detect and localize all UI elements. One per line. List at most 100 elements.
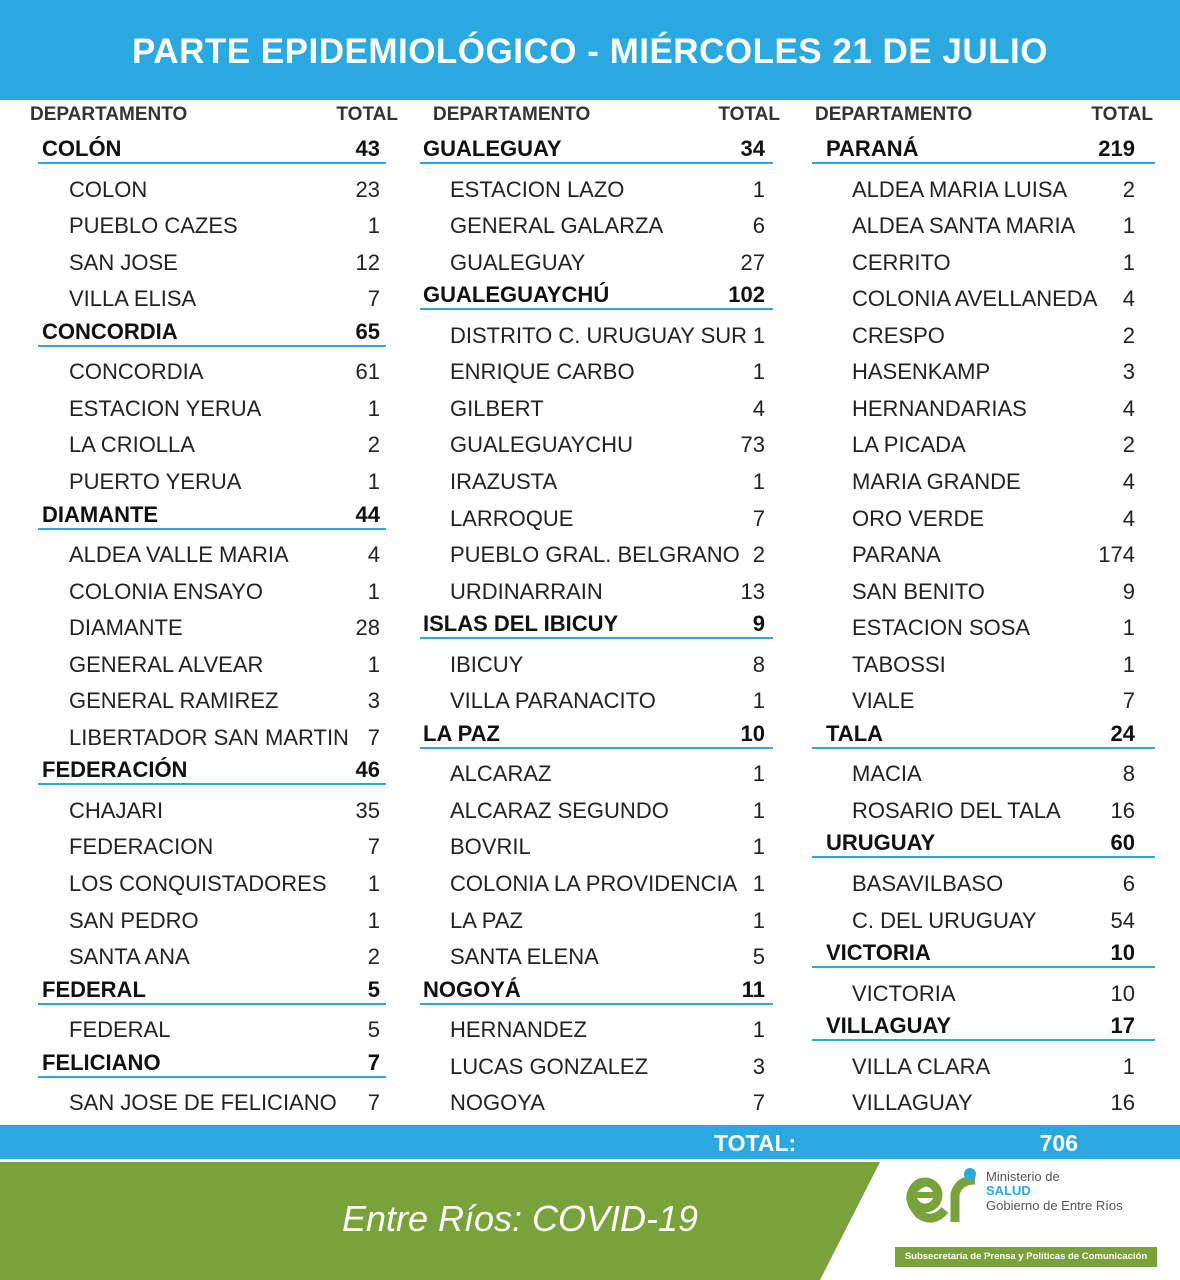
locality-name: LIBERTADOR SAN MARTIN	[69, 724, 349, 750]
department-rule	[812, 162, 1155, 164]
locality-value: 10	[1110, 980, 1135, 1006]
locality-value: 16	[1110, 1090, 1135, 1116]
department-rule	[38, 1002, 386, 1005]
department-rule	[812, 746, 1155, 749]
department-rule	[38, 344, 386, 347]
locality-value: 3	[367, 688, 380, 714]
locality-value: 8	[1122, 761, 1135, 787]
locality-value: 23	[355, 176, 380, 202]
locality-value: 1	[1122, 249, 1135, 275]
locality-name: GUALEGUAY	[450, 249, 586, 275]
locality-value: 8	[752, 651, 765, 677]
tagline: Entre Ríos: COVID-19	[341, 1198, 699, 1239]
locality-name: GUALEGUAYCHU	[450, 432, 633, 458]
department-name: CONCORDIA	[42, 318, 178, 344]
locality-value: 1	[1122, 615, 1135, 641]
locality-name: GILBERT	[450, 395, 544, 421]
locality-name: LA PAZ	[450, 907, 523, 933]
locality-value: 2	[367, 432, 380, 458]
locality-name: HERNANDEZ	[450, 1017, 587, 1043]
department-rule	[420, 746, 773, 749]
locality-value: 4	[1122, 505, 1135, 531]
locality-value: 4	[752, 395, 765, 421]
locality-name: COLONIA LA PROVIDENCIA	[450, 871, 738, 896]
department-rule	[812, 966, 1155, 969]
department-name: GUALEGUAYCHÚ	[423, 282, 610, 308]
locality-value: 9	[1122, 578, 1135, 604]
locality-name: COLONIA AVELLANEDA	[852, 286, 1098, 312]
department-total: 10	[740, 720, 765, 746]
department-total: 9	[752, 611, 765, 637]
locality-name: SAN BENITO	[852, 578, 985, 604]
department-total: 34	[740, 136, 765, 161]
locality-value: 2	[1122, 432, 1135, 458]
locality-value: 7	[1122, 688, 1135, 714]
locality-value: 1	[752, 761, 765, 787]
department-total: 17	[1110, 1013, 1135, 1039]
department-total: 65	[355, 318, 380, 344]
column-header: TOTAL	[1091, 104, 1153, 125]
locality-value: 2	[1122, 176, 1135, 202]
locality-value: 174	[1098, 542, 1135, 568]
locality-name: DISTRITO C. URUGUAY SUR	[450, 322, 748, 348]
locality-name: LA PICADA	[852, 432, 966, 458]
locality-name: SAN JOSE DE FELICIANO	[69, 1090, 337, 1116]
locality-value: 1	[752, 468, 765, 494]
locality-name: VILLA CLARA	[852, 1053, 991, 1079]
department-rule	[38, 783, 386, 786]
locality-name: DIAMANTE	[69, 615, 183, 641]
logo-line: SALUD	[986, 1183, 1031, 1198]
department-total: 10	[1110, 940, 1135, 966]
department-name: PARANÁ	[826, 136, 919, 161]
department-rule	[420, 308, 773, 311]
locality-value: 54	[1110, 907, 1135, 933]
locality-value: 27	[740, 249, 765, 275]
department-total: 11	[741, 976, 765, 1002]
locality-name: VILLA PARANACITO	[450, 688, 656, 714]
department-name: ISLAS DEL IBICUY	[423, 611, 619, 637]
locality-value: 6	[752, 213, 765, 239]
locality-value: 7	[367, 724, 380, 750]
locality-name: ALCARAZ SEGUNDO	[450, 797, 669, 823]
locality-value: 1	[752, 907, 765, 933]
locality-name: HERNANDARIAS	[852, 395, 1027, 421]
department-rule	[38, 527, 386, 530]
column-header: DEPARTAMENTO	[433, 104, 591, 125]
department-rule	[38, 162, 386, 164]
locality-value: 28	[355, 615, 380, 641]
locality-name: HASENKAMP	[852, 359, 991, 385]
column-header: TOTAL	[336, 104, 398, 125]
locality-name: SANTA ANA	[69, 944, 190, 970]
title: PARTE EPIDEMIOLÓGICO - MIÉRCOLES 21 DE J…	[132, 32, 1048, 71]
locality-value: 1	[752, 871, 765, 896]
column-header: TOTAL	[718, 104, 780, 125]
locality-name: ALDEA SANTA MARIA	[852, 213, 1076, 239]
department-total: 24	[1110, 720, 1135, 746]
locality-value: 4	[367, 542, 380, 568]
locality-name: ALCARAZ	[450, 761, 552, 787]
locality-name: GENERAL RAMIREZ	[69, 688, 279, 714]
department-name: FELICIANO	[42, 1049, 161, 1075]
locality-name: ORO VERDE	[852, 505, 985, 531]
locality-name: ENRIQUE CARBO	[450, 359, 635, 385]
locality-value: 16	[1110, 797, 1135, 823]
locality-name: PUEBLO CAZES	[69, 213, 238, 239]
locality-name: SAN PEDRO	[69, 907, 199, 933]
locality-value: 4	[1122, 395, 1135, 421]
locality-name: MARIA GRANDE	[852, 468, 1021, 494]
locality-name: ALDEA VALLE MARIA	[69, 542, 289, 568]
locality-value: 13	[740, 578, 765, 604]
locality-value: 1	[752, 322, 765, 348]
department-name: VICTORIA	[826, 940, 931, 966]
department-name: COLÓN	[42, 136, 122, 161]
department-name: NOGOYÁ	[423, 976, 521, 1002]
locality-value: 35	[355, 797, 380, 823]
department-total: 60	[1110, 830, 1135, 856]
locality-value: 73	[740, 432, 765, 458]
locality-value: 3	[752, 1053, 765, 1079]
locality-name: VILLAGUAY	[852, 1090, 973, 1116]
locality-name: SANTA ELENA	[450, 944, 599, 970]
logo-line: Gobierno de Entre Ríos	[986, 1198, 1123, 1213]
locality-name: LA CRIOLLA	[69, 432, 195, 458]
locality-value: 1	[752, 176, 765, 202]
